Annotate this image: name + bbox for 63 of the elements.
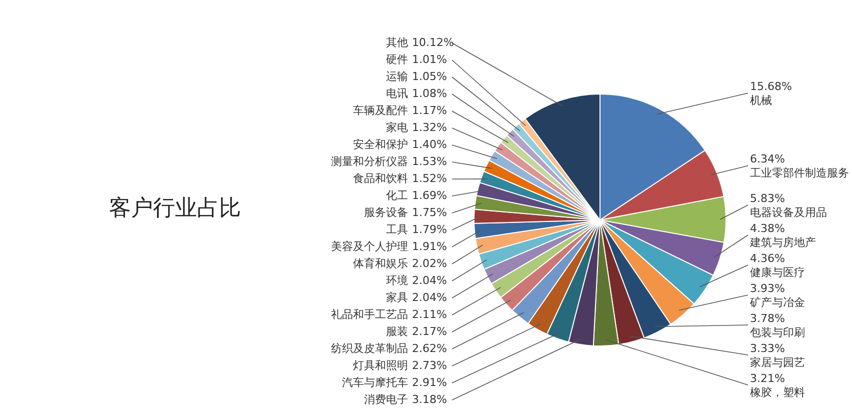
slice-label: 安全和保护: [353, 138, 408, 151]
data-label: 5.83%: [750, 192, 785, 205]
slice-label: 服装: [386, 325, 408, 338]
slice-label: 纺织及皮革制品: [331, 342, 408, 355]
slice-label: 测量和分析仪器: [331, 155, 408, 168]
slice-label: 灯具和照明: [353, 359, 408, 372]
data-label: 2.62%: [412, 342, 447, 355]
slice-label: 建筑与房地产: [749, 236, 816, 249]
slice-label: 工具: [386, 223, 408, 236]
data-label: 2.91%: [412, 376, 447, 389]
slice-label: 体育和娱乐: [353, 257, 408, 270]
slice-label: 电器设备及用品: [750, 206, 827, 219]
slice-label: 橡胶，塑料: [750, 386, 805, 399]
data-label: 3.33%: [750, 342, 785, 355]
data-label: 2.11%: [412, 308, 447, 321]
slice-label: 车辆及配件: [353, 104, 408, 117]
data-label: 1.79%: [412, 223, 447, 236]
data-label: 1.75%: [412, 206, 447, 219]
slice-label: 化工: [386, 189, 408, 202]
data-label: 1.32%: [412, 121, 447, 134]
slice-label: 汽车与摩托车: [342, 376, 408, 389]
slice-label: 电讯: [386, 87, 408, 100]
data-label: 10.12%: [412, 36, 454, 49]
data-label: 1.17%: [412, 104, 447, 117]
slice-label: 礼品和手工艺品: [331, 308, 408, 321]
data-label: 1.08%: [412, 87, 447, 100]
slice-label: 家具: [386, 291, 408, 304]
data-label: 1.91%: [412, 240, 447, 253]
data-label: 15.68%: [750, 80, 792, 94]
data-label: 1.53%: [412, 155, 447, 168]
data-label: 1.01%: [412, 53, 447, 66]
slice-label: 包装与印刷: [750, 326, 805, 339]
data-label: 1.69%: [412, 189, 447, 202]
slice-label: 硬件: [386, 53, 408, 66]
data-label: 2.73%: [412, 359, 447, 372]
slice-label: 美容及个人护理: [331, 240, 408, 253]
text: 客户行业占比: [109, 196, 241, 221]
slice-label: 矿产与冶金: [749, 296, 805, 309]
slice-label: 消费电子: [364, 393, 408, 406]
slice-label: 其他: [386, 36, 408, 49]
data-label: 3.93%: [750, 282, 785, 295]
slice-label: 食品和饮料: [353, 172, 408, 185]
data-label: 1.40%: [412, 138, 447, 151]
data-label: 2.02%: [412, 257, 447, 270]
slice-label: 家居与园艺: [750, 356, 805, 369]
slice-label: 家电: [386, 121, 408, 134]
slice-label: 健康与医疗: [750, 266, 805, 279]
slice-label: 环境: [386, 274, 408, 287]
data-label: 4.38%: [750, 222, 785, 235]
data-label: 1.52%: [412, 172, 447, 185]
data-label: 3.18%: [412, 393, 447, 406]
slice-label: 服务设备: [364, 206, 408, 219]
data-label: 2.04%: [412, 274, 447, 287]
data-label: 6.34%: [750, 152, 785, 166]
slice-label: 运输: [386, 70, 408, 83]
data-label: 4.36%: [750, 252, 785, 265]
data-label: 2.04%: [412, 291, 447, 304]
data-label: 1.05%: [412, 70, 447, 83]
data-label: 3.21%: [750, 372, 785, 385]
slice-label: 工业零部件制造服务: [750, 166, 849, 180]
slice-label: 机械: [750, 94, 772, 108]
data-label: 3.78%: [750, 312, 785, 325]
data-label: 2.17%: [412, 325, 447, 338]
